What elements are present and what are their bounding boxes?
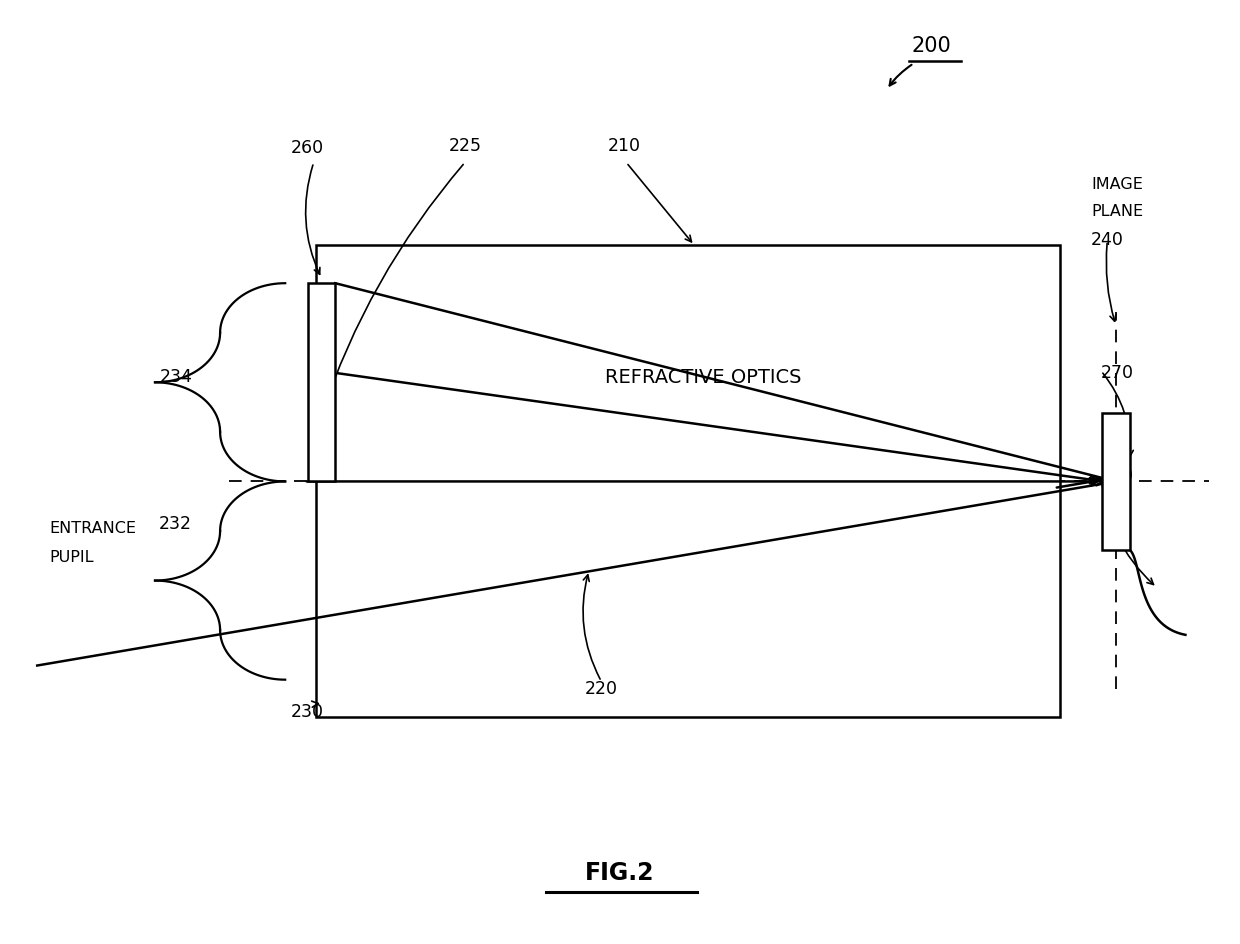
Text: 270: 270 <box>1101 363 1135 381</box>
Text: 230: 230 <box>291 703 324 721</box>
Text: IMAGE: IMAGE <box>1091 177 1143 192</box>
Text: 240: 240 <box>1091 231 1125 249</box>
Text: 232: 232 <box>159 514 192 532</box>
Text: 220: 220 <box>585 680 618 698</box>
Text: 260: 260 <box>291 139 324 157</box>
Text: FIG.2: FIG.2 <box>585 861 655 885</box>
Text: REFRACTIVE OPTICS: REFRACTIVE OPTICS <box>605 368 801 387</box>
Text: ENTRANCE: ENTRANCE <box>50 521 136 536</box>
Text: 234: 234 <box>159 368 192 386</box>
Text: 210: 210 <box>608 137 641 155</box>
Text: 200: 200 <box>911 36 951 56</box>
Text: PLANE: PLANE <box>1091 204 1143 219</box>
Bar <box>308 283 335 481</box>
Bar <box>316 245 1060 717</box>
Text: PUPIL: PUPIL <box>50 549 94 565</box>
Text: 250: 250 <box>1101 467 1135 485</box>
Bar <box>1102 413 1130 549</box>
Text: 225: 225 <box>449 137 481 155</box>
